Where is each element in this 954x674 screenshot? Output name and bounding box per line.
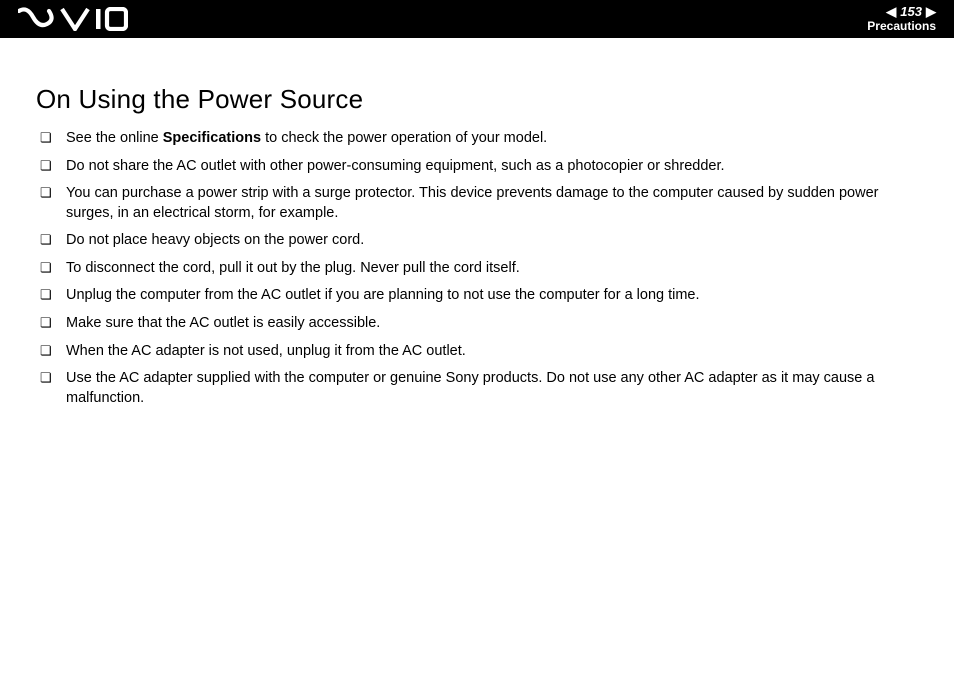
list-text: Make sure that the AC outlet is easily a…	[66, 315, 380, 331]
page-content: On Using the Power Source See the online…	[0, 38, 954, 408]
list-item: Unplug the computer from the AC outlet i…	[36, 286, 918, 306]
list-text: When the AC adapter is not used, unplug …	[66, 343, 466, 359]
list-item: Do not place heavy objects on the power …	[36, 231, 918, 251]
list-item: Do not share the AC outlet with other po…	[36, 157, 918, 177]
bullet-list: See the online Specifications to check t…	[36, 129, 918, 408]
vaio-logo	[18, 7, 128, 31]
list-text: To disconnect the cord, pull it out by t…	[66, 260, 520, 276]
page-title: On Using the Power Source	[36, 84, 918, 115]
list-text: You can purchase a power strip with a su…	[66, 185, 878, 221]
section-label: Precautions	[867, 20, 936, 33]
list-item: When the AC adapter is not used, unplug …	[36, 342, 918, 362]
list-item: See the online Specifications to check t…	[36, 129, 918, 149]
list-item: Make sure that the AC outlet is easily a…	[36, 314, 918, 334]
list-item: Use the AC adapter supplied with the com…	[36, 369, 918, 408]
list-item: You can purchase a power strip with a su…	[36, 184, 918, 223]
list-text-post: to check the power operation of your mod…	[261, 130, 547, 146]
list-text: Do not share the AC outlet with other po…	[66, 158, 725, 174]
list-text-pre: See the online	[66, 130, 163, 146]
page-header: ◀ 153 ▶ Precautions	[0, 0, 954, 38]
page-number: 153	[900, 5, 922, 19]
next-page-arrow[interactable]: ▶	[926, 5, 936, 19]
list-text: Unplug the computer from the AC outlet i…	[66, 287, 700, 303]
header-right: ◀ 153 ▶ Precautions	[867, 5, 936, 32]
list-text: Do not place heavy objects on the power …	[66, 232, 364, 248]
page-navigation: ◀ 153 ▶	[886, 5, 936, 19]
list-text: Use the AC adapter supplied with the com…	[66, 370, 874, 406]
prev-page-arrow[interactable]: ◀	[886, 5, 896, 19]
list-text-bold: Specifications	[163, 130, 261, 146]
list-item: To disconnect the cord, pull it out by t…	[36, 259, 918, 279]
page-root: ◀ 153 ▶ Precautions On Using the Power S…	[0, 0, 954, 674]
